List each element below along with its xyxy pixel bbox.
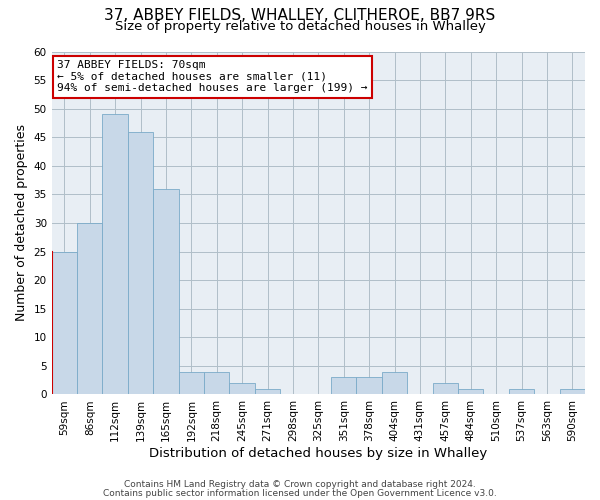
Bar [229, 383, 255, 394]
Bar [560, 388, 585, 394]
Text: Size of property relative to detached houses in Whalley: Size of property relative to detached ho… [115, 20, 485, 33]
Text: 37 ABBEY FIELDS: 70sqm
← 5% of detached houses are smaller (11)
94% of semi-deta: 37 ABBEY FIELDS: 70sqm ← 5% of detached … [57, 60, 367, 94]
Bar [382, 372, 407, 394]
Bar [128, 132, 153, 394]
Bar [77, 223, 103, 394]
X-axis label: Distribution of detached houses by size in Whalley: Distribution of detached houses by size … [149, 447, 487, 460]
Bar [153, 188, 179, 394]
Bar [255, 388, 280, 394]
Bar [458, 388, 484, 394]
Bar [179, 372, 204, 394]
Bar [433, 383, 458, 394]
Text: Contains HM Land Registry data © Crown copyright and database right 2024.: Contains HM Land Registry data © Crown c… [124, 480, 476, 489]
Y-axis label: Number of detached properties: Number of detached properties [15, 124, 28, 322]
Bar [356, 378, 382, 394]
Bar [103, 114, 128, 394]
Bar [331, 378, 356, 394]
Bar [52, 252, 77, 394]
Text: Contains public sector information licensed under the Open Government Licence v3: Contains public sector information licen… [103, 488, 497, 498]
Text: 37, ABBEY FIELDS, WHALLEY, CLITHEROE, BB7 9RS: 37, ABBEY FIELDS, WHALLEY, CLITHEROE, BB… [104, 8, 496, 22]
Bar [204, 372, 229, 394]
Bar [509, 388, 534, 394]
